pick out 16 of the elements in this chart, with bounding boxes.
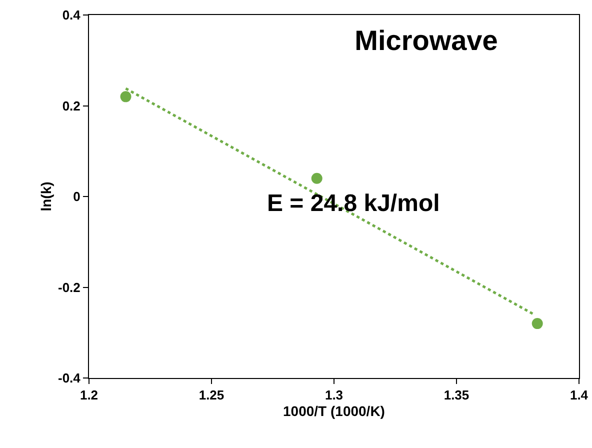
y-axis-title: ln(k) (38, 182, 54, 212)
y-tick-label: 0.4 (62, 8, 82, 23)
chart-title: Microwave (354, 25, 498, 56)
y-tick-label: 0.2 (62, 98, 80, 114)
point (532, 318, 543, 330)
y-tick-label: 0 (73, 189, 80, 204)
x-tick-label: 1.25 (198, 388, 224, 403)
y-tick-label: -0.4 (58, 370, 82, 386)
x-tick-label: 1.3 (324, 388, 344, 403)
x-tick-label: 1.35 (444, 388, 470, 403)
point (311, 172, 322, 184)
x-tick-label: 1.4 (570, 388, 589, 403)
point (120, 91, 132, 102)
x-axis-title: 1000/T (1000/K) (283, 402, 385, 419)
y-tick-label: -0.2 (58, 280, 80, 295)
x-tick-label: 1.2 (80, 388, 98, 403)
